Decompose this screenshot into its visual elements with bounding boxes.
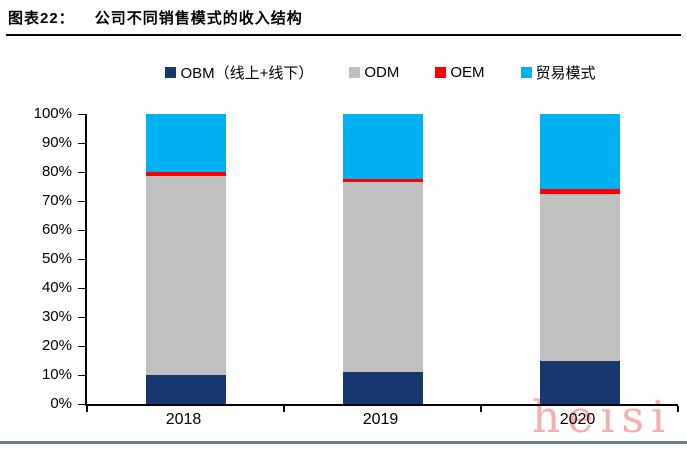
legend-swatch-oem: [435, 66, 447, 78]
x-axis-tick: [677, 406, 679, 412]
stacked-bar-2020: [539, 114, 620, 404]
legend-label-obm: OBM（线上+线下）: [180, 64, 314, 82]
bar-segment-trade-2018: [145, 114, 226, 173]
bar-cell-2018: [87, 114, 284, 404]
y-axis-label: 90%: [41, 134, 72, 151]
y-axis-label: 10%: [41, 366, 72, 383]
bar-cell-2020: [481, 114, 678, 404]
y-axis-label: 100%: [33, 105, 72, 122]
bar-segment-obm-2020: [539, 360, 620, 404]
legend-label-oem: OEM: [450, 63, 485, 81]
y-axis-label: 70%: [41, 192, 72, 209]
legend-item-trade: 贸易模式: [520, 62, 596, 83]
legend-swatch-obm: [165, 66, 177, 78]
y-axis-label: 0%: [50, 395, 72, 412]
stacked-bar-2019: [342, 114, 423, 404]
legend-label-odm: ODM: [364, 63, 400, 81]
y-axis-tick: [78, 259, 85, 260]
y-axis-tick: [78, 375, 85, 376]
x-axis-labels: 2018 2019 2020: [85, 411, 676, 429]
bar-segment-odm-2020: [539, 193, 620, 361]
legend-label-trade: 贸易模式: [535, 64, 596, 82]
y-axis-label: 60%: [41, 221, 72, 238]
legend-item-obm: OBM（线上+线下）: [165, 62, 313, 83]
bar-segment-oem-2020: [539, 189, 620, 194]
y-axis-label: 30%: [41, 308, 72, 325]
x-axis-label-2019: 2019: [362, 411, 399, 428]
bar-segment-trade-2019: [342, 114, 423, 180]
y-axis-tick: [78, 404, 85, 405]
y-axis-tick: [78, 114, 85, 115]
y-axis-tick: [78, 143, 85, 144]
y-axis-label: 80%: [41, 163, 72, 180]
figure-title: 图表22： 公司不同销售模式的收入结构: [8, 7, 303, 28]
y-axis-tick: [78, 230, 85, 231]
bar-segment-oem-2018: [145, 172, 226, 177]
chart-legend: OBM（线上+线下） ODM OEM 贸易模式: [85, 61, 676, 83]
bars-group: [87, 114, 678, 404]
x-axis-tick: [86, 406, 88, 412]
x-axis-tick: [282, 406, 285, 412]
x-axis-label-2018: 2018: [165, 411, 202, 428]
bar-segment-obm-2018: [145, 375, 226, 404]
bar-segment-odm-2018: [145, 176, 226, 375]
bar-segment-oem-2019: [342, 179, 423, 183]
y-axis-label: 50%: [41, 250, 72, 267]
plot-area: [78, 114, 679, 412]
y-axis-tick: [78, 346, 85, 347]
figure-number: 图表22：: [8, 10, 75, 27]
bottom-border: [0, 441, 687, 444]
bar-segment-obm-2019: [342, 372, 423, 404]
legend-item-oem: OEM: [435, 63, 485, 81]
y-axis-tick: [78, 172, 85, 173]
y-axis-tick: [78, 288, 85, 289]
title-divider: [6, 34, 681, 36]
legend-swatch-odm: [349, 66, 361, 78]
legend-item-odm: ODM: [349, 64, 399, 81]
bar-cell-2019: [284, 114, 481, 404]
bar-segment-trade-2020: [539, 114, 620, 190]
y-axis-label: 20%: [41, 337, 72, 354]
y-axis-tick: [78, 317, 85, 318]
y-axis-label: 40%: [41, 279, 72, 296]
stacked-bar-2018: [145, 114, 226, 404]
figure-title-text: 公司不同销售模式的收入结构: [94, 10, 303, 27]
y-axis-tick: [78, 201, 85, 202]
legend-swatch-trade: [520, 66, 532, 78]
x-axis-tick: [479, 406, 482, 412]
x-axis-label-2020: 2020: [559, 411, 596, 428]
bar-segment-odm-2019: [342, 182, 423, 373]
